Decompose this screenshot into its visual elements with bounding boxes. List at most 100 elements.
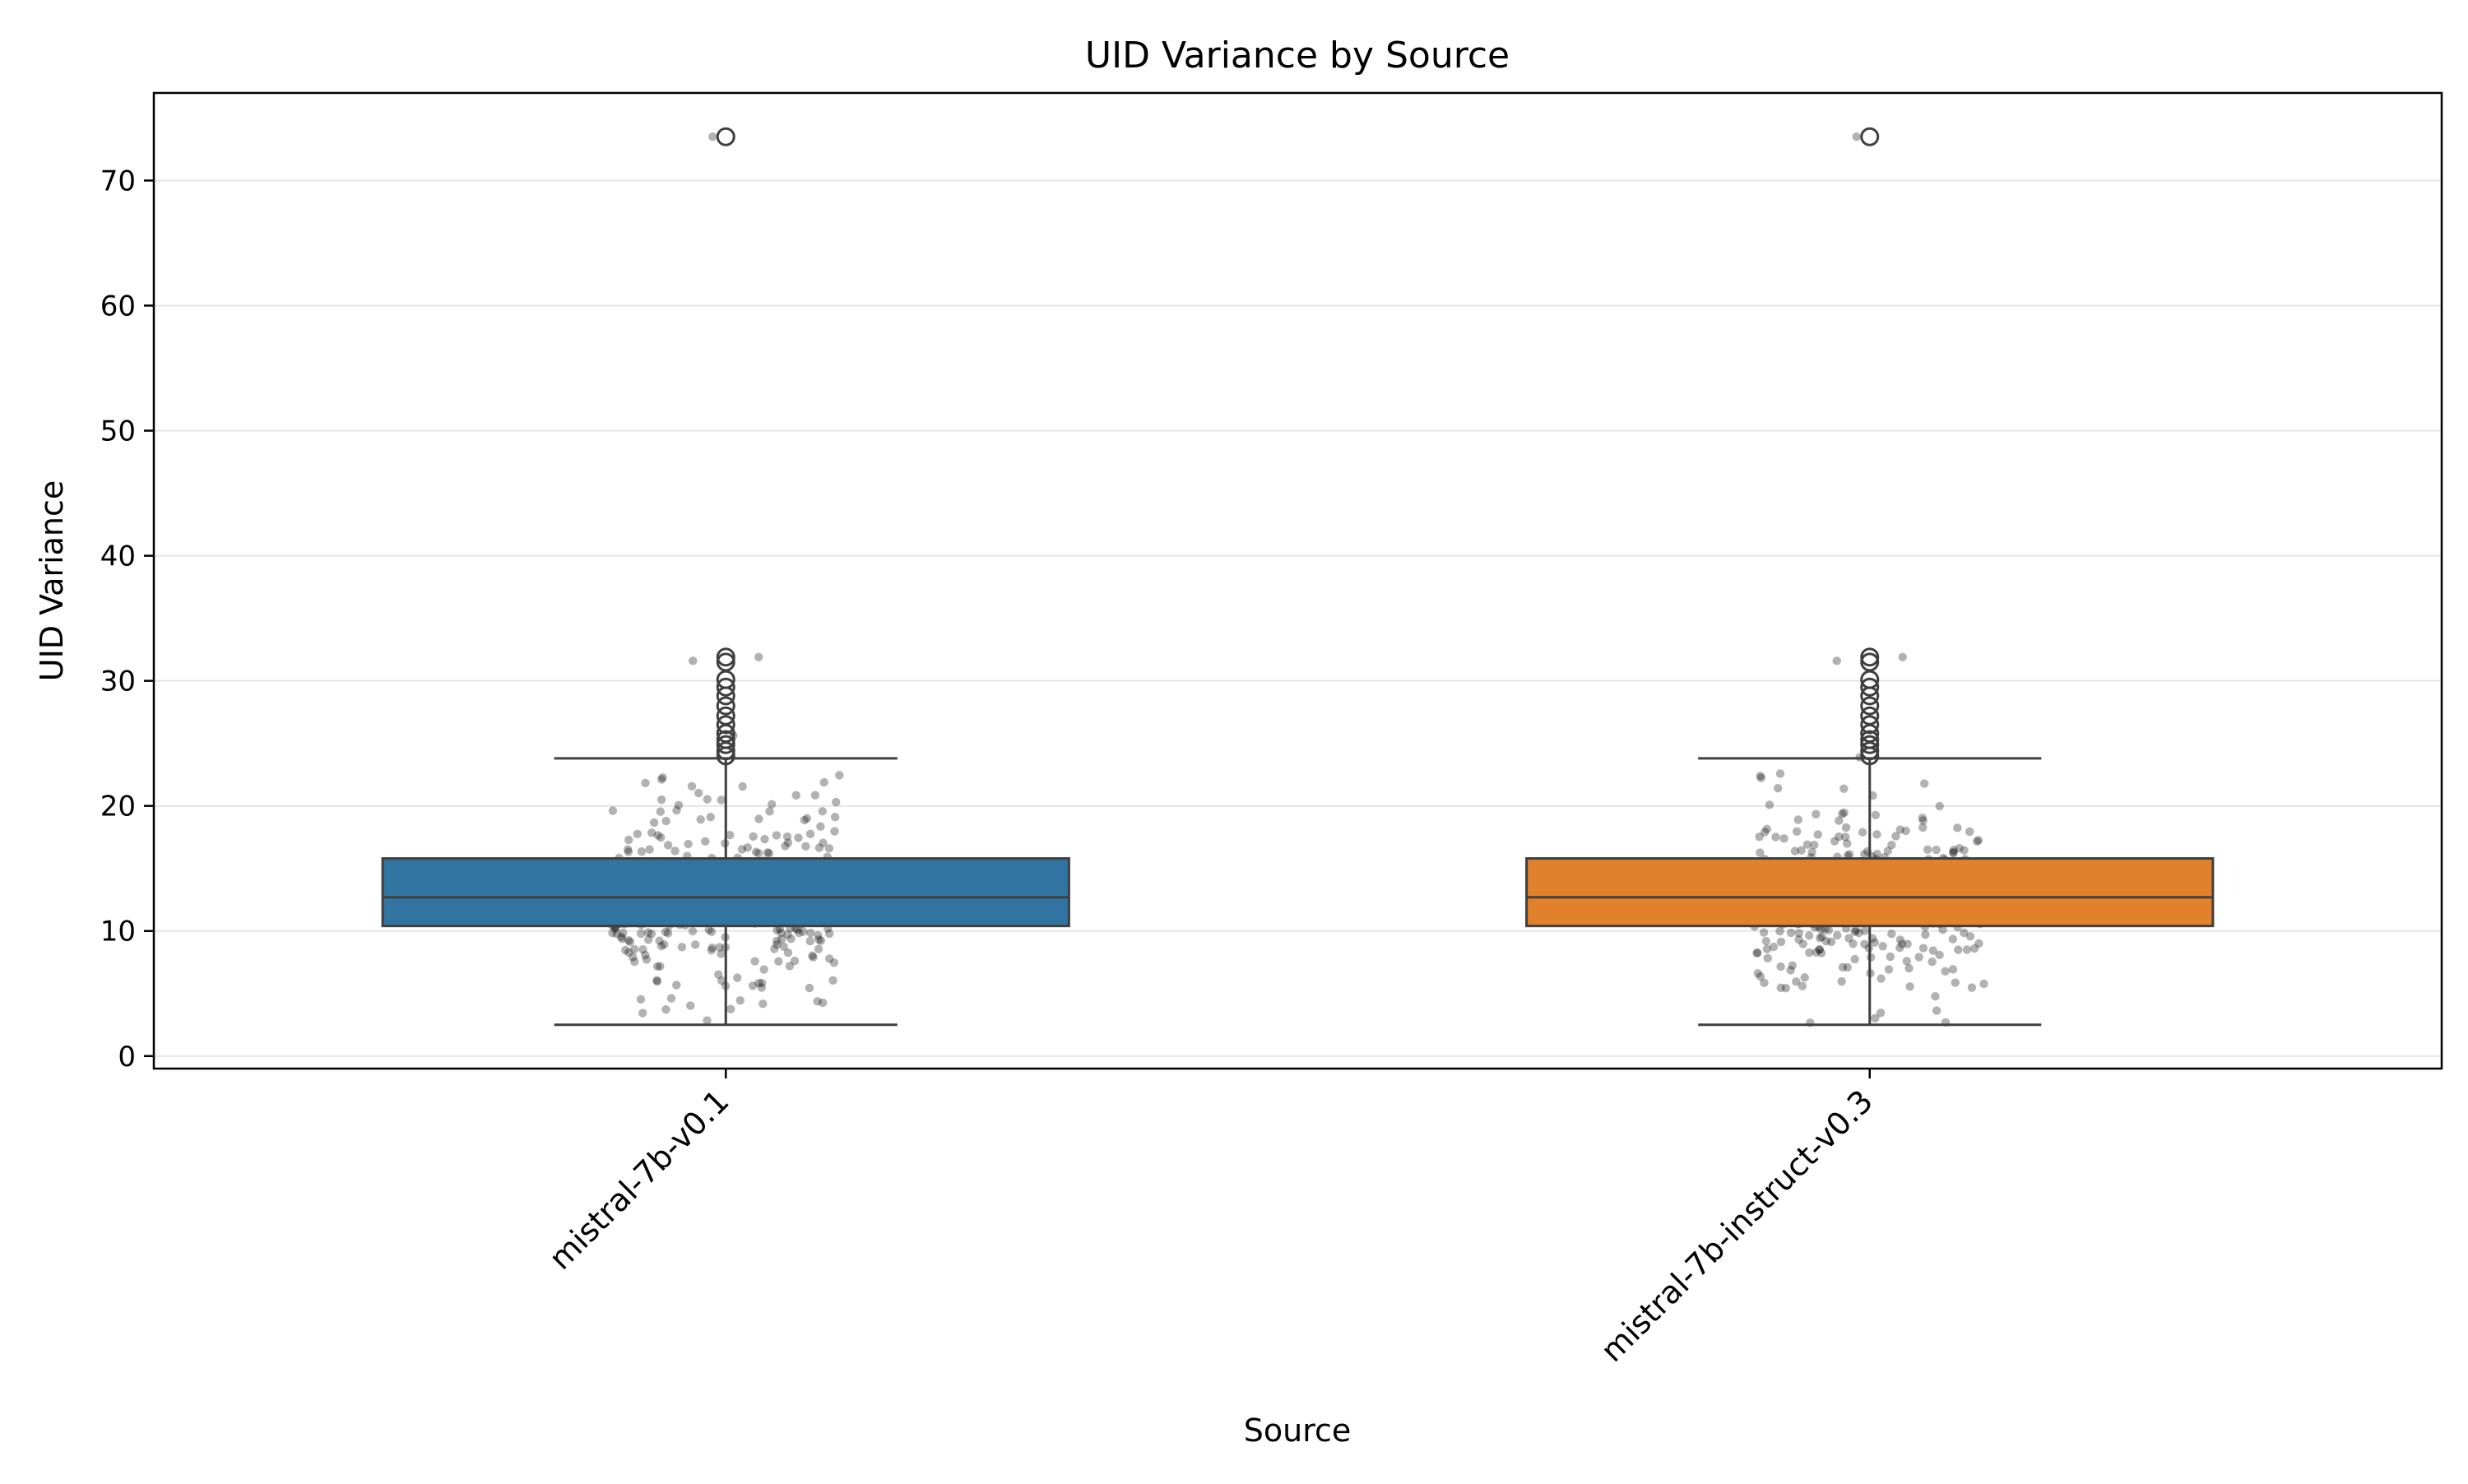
strip-point	[1813, 830, 1822, 839]
strip-point	[656, 941, 666, 951]
strip-point	[1781, 983, 1791, 993]
strip-point	[725, 830, 735, 840]
strip-point	[1891, 832, 1900, 841]
strip-point	[1793, 815, 1803, 824]
strip-point	[1760, 978, 1769, 988]
strip-point	[765, 807, 774, 816]
strip-point	[1872, 849, 1882, 859]
strip-point	[708, 132, 717, 141]
strip-point	[655, 936, 664, 945]
strip-point	[783, 948, 793, 958]
strip-point	[1776, 962, 1785, 972]
outlier-point	[1860, 730, 1880, 749]
strip-point	[687, 781, 697, 791]
strip-point	[689, 656, 698, 665]
box-iqr	[381, 857, 1070, 928]
strip-point	[791, 791, 800, 800]
strip-point	[738, 781, 747, 791]
x-tick-label: mistral-7b-v0.1	[542, 1083, 736, 1277]
strip-point	[1969, 944, 1979, 953]
strip-point	[779, 942, 788, 951]
strip-point	[1775, 926, 1784, 936]
strip-point	[641, 950, 650, 960]
strip-point	[1876, 1009, 1886, 1018]
strip-point	[774, 957, 783, 966]
strip-point	[658, 773, 667, 782]
strip-point	[1839, 784, 1849, 793]
strip-point	[1826, 937, 1836, 947]
strip-point	[763, 848, 772, 857]
strip-point	[782, 832, 792, 842]
strip-point	[707, 943, 717, 953]
y-tick-label: 20	[100, 791, 136, 823]
strip-point	[1786, 928, 1796, 938]
strip-point	[663, 929, 673, 938]
strip-point	[715, 943, 724, 952]
y-tick-label: 0	[118, 1041, 136, 1074]
strip-point	[818, 998, 828, 1008]
outlier-point	[1860, 696, 1880, 716]
strip-point	[785, 962, 795, 971]
strip-point	[1792, 827, 1802, 837]
strip-point	[1841, 832, 1850, 842]
strip-point	[624, 948, 633, 958]
strip-point	[1824, 925, 1834, 934]
x-axis-label: Source	[1244, 1412, 1352, 1449]
strip-point	[772, 831, 782, 840]
strip-point	[717, 976, 726, 985]
y-tick-label: 30	[100, 665, 136, 698]
strip-point	[1755, 832, 1764, 842]
strip-point	[1898, 652, 1907, 661]
strip-point	[672, 805, 681, 815]
strip-point	[674, 800, 684, 809]
strip-point	[1838, 962, 1848, 972]
strip-point	[1905, 982, 1914, 991]
strip-point	[1914, 953, 1923, 962]
strip-point	[656, 775, 666, 784]
strip-point	[1776, 983, 1785, 993]
strip-point	[1800, 973, 1809, 982]
strip-point	[1921, 930, 1930, 939]
strip-point	[819, 777, 828, 787]
strip-point	[772, 936, 782, 945]
outlier-point	[716, 127, 735, 146]
strip-point	[814, 930, 823, 940]
strip-point	[629, 953, 638, 962]
box-iqr	[1525, 857, 2215, 928]
strip-point	[824, 929, 834, 939]
strip-point	[830, 827, 839, 836]
strip-point	[1973, 837, 1982, 846]
strip-point	[663, 841, 673, 850]
strip-point	[1871, 810, 1881, 819]
y-tick-label: 60	[100, 290, 136, 322]
strip-point	[1841, 823, 1851, 832]
strip-point	[1839, 808, 1849, 818]
strip-point	[777, 928, 786, 938]
outlier-point	[1860, 735, 1880, 754]
strip-point	[643, 928, 653, 937]
outlier-point	[716, 647, 735, 667]
strip-point	[1837, 809, 1847, 819]
strip-point	[636, 995, 646, 1004]
strip-point	[735, 995, 745, 1005]
strip-point	[608, 928, 617, 938]
outlier-point	[1860, 127, 1880, 146]
strip-point	[629, 944, 639, 954]
strip-point	[786, 934, 796, 944]
strip-point	[830, 813, 840, 822]
outlier-point	[716, 715, 735, 735]
strip-point	[1776, 937, 1786, 947]
strip-point	[1815, 945, 1824, 954]
strip-point	[1802, 840, 1812, 849]
strip-point	[1918, 823, 1928, 832]
gridlines	[154, 179, 2442, 1057]
strip-point	[1949, 848, 1958, 858]
strip-point	[1762, 824, 1771, 834]
strip-point	[1844, 850, 1854, 859]
strip-point	[1870, 938, 1880, 947]
strip-point	[1877, 974, 1886, 983]
strip-point	[642, 955, 652, 964]
strip-point	[1779, 834, 1788, 843]
strip-point	[1798, 939, 1808, 948]
